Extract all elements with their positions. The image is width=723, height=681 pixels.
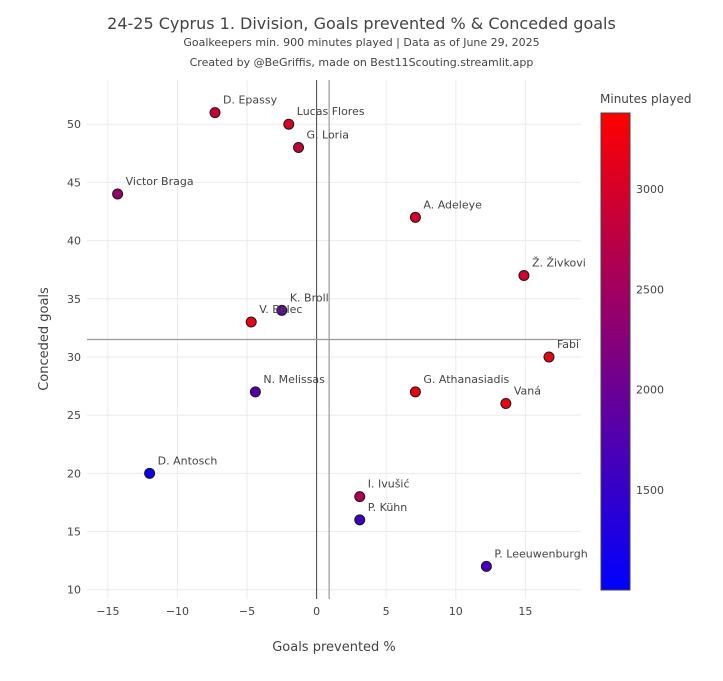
- data-point: [245, 316, 257, 328]
- data-point: [500, 398, 512, 410]
- y-tick-label: 45: [67, 176, 81, 189]
- data-points: [112, 107, 555, 572]
- y-tick-label: 40: [67, 235, 81, 248]
- x-axis-label: Goals prevented %: [272, 640, 396, 655]
- point-labels: D. Epassy Lucas Flores G. Loria Victor Brag…: [126, 94, 588, 561]
- colorbar: [600, 112, 631, 591]
- y-tick-label: 15: [67, 526, 81, 539]
- colorbar-tick-label: 2000: [636, 384, 664, 397]
- y-tick-label: 50: [67, 118, 81, 131]
- x-tick-label: 5: [383, 605, 390, 618]
- x-tick-label: 10: [449, 605, 463, 618]
- data-point: [249, 386, 261, 398]
- point-label: I. Ivušić: [368, 478, 410, 491]
- point-label: D. Antosch: [158, 454, 218, 467]
- chart-credit: Created by @BeGriffis, made on Best11Sco…: [189, 56, 534, 69]
- data-point: [518, 269, 530, 281]
- chart-subtitle: Goalkeepers min. 900 minutes played | Da…: [183, 36, 540, 49]
- point-label: G. Athanasiadis: [423, 373, 509, 386]
- point-label: Fabi: [557, 338, 579, 351]
- point-label: G. Loria: [307, 128, 350, 141]
- point-label: P. Kühn: [368, 501, 408, 514]
- x-tick-label: −10: [166, 605, 189, 618]
- point-label: Vaná: [514, 385, 541, 398]
- x-tick-label: 0: [313, 605, 320, 618]
- colorbar-tick-label: 3000: [636, 183, 664, 196]
- data-point: [543, 351, 555, 363]
- data-point: [409, 386, 421, 398]
- data-point: [209, 107, 221, 119]
- point-label: Lucas Flores: [297, 105, 365, 118]
- point-label: A. Adeleye: [423, 198, 482, 211]
- y-tick-label: 30: [67, 351, 81, 364]
- x-tick-label: −5: [239, 605, 255, 618]
- y-tick-label: 10: [67, 584, 81, 597]
- colorbar-ticks: 1500 2000 2500 3000: [636, 183, 664, 497]
- point-label: Victor Braga: [126, 175, 194, 188]
- colorbar-title: Minutes played: [600, 92, 691, 106]
- data-point: [480, 560, 492, 572]
- data-point: [112, 188, 124, 200]
- y-tick-label: 25: [67, 409, 81, 422]
- chart-title: 24-25 Cyprus 1. Division, Goals prevente…: [107, 14, 616, 33]
- x-tick-label: 15: [518, 605, 532, 618]
- data-point: [276, 304, 288, 316]
- colorbar-tick-label: 1500: [636, 484, 664, 497]
- reference-lines: [87, 80, 581, 599]
- point-label: P. Leeuwenburgh: [494, 547, 587, 560]
- axis-ticks: −15 −10 −5 0 5 10 15 10 15 20 25 30 35 40 45 50: [67, 118, 532, 618]
- data-point: [293, 141, 305, 153]
- data-point: [354, 514, 366, 526]
- y-tick-label: 20: [67, 467, 81, 480]
- y-axis-label: Conceded goals: [37, 287, 52, 391]
- point-label: D. Epassy: [223, 94, 278, 107]
- point-label: Ž. Živkovi: [532, 256, 586, 269]
- point-label: N. Melissas: [263, 373, 325, 386]
- data-point: [283, 118, 295, 130]
- y-tick-label: 35: [67, 293, 81, 306]
- data-point: [144, 467, 156, 479]
- data-point: [409, 211, 421, 223]
- data-point: [354, 491, 366, 503]
- x-tick-label: −15: [96, 605, 119, 618]
- point-label: V. Belec: [259, 303, 302, 316]
- point-label: K. Broll: [290, 291, 329, 304]
- colorbar-tick-label: 2500: [636, 283, 664, 296]
